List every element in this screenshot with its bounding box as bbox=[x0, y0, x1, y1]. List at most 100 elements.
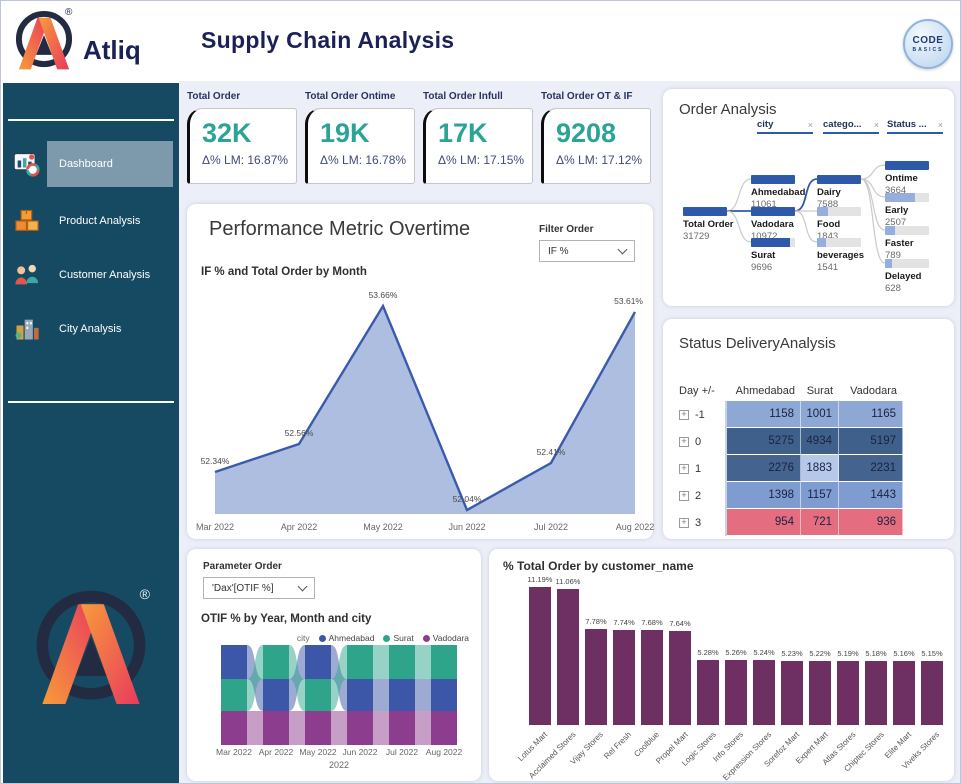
tree-node-value: 10972 bbox=[751, 231, 778, 242]
parameter-order-select[interactable]: 'Dax'[OTIF %] bbox=[203, 577, 315, 599]
legend-item: Vadodara bbox=[422, 633, 469, 643]
table-cell[interactable]: 5197 bbox=[839, 428, 903, 455]
tree-node-label: Vadodara bbox=[751, 219, 794, 230]
tree-node-surat[interactable]: Surat 9696 bbox=[751, 238, 803, 273]
performance-panel: Performance Metric Overtime Filter Order… bbox=[187, 204, 654, 539]
tree-level-chip-catego[interactable]: catego... × bbox=[823, 119, 879, 134]
tree-node-value: 9696 bbox=[751, 262, 773, 273]
tree-node-food[interactable]: Food 1843 bbox=[817, 207, 869, 242]
table-cell[interactable]: 1883 bbox=[801, 455, 839, 482]
badge-line2: BASICS bbox=[912, 47, 944, 53]
tree-node-faster[interactable]: Faster 789 bbox=[885, 226, 937, 261]
table-cell[interactable]: 4934 bbox=[801, 428, 839, 455]
bar-chiptec-stores[interactable]: 5.18% bbox=[865, 649, 887, 725]
column-header: Surat bbox=[806, 385, 833, 397]
bar-expression-stores[interactable]: 5.24% bbox=[753, 648, 775, 725]
sidebar: Dashboard Product Analysis Customer Analys… bbox=[3, 83, 179, 783]
kpi-label: Total Order Ontime bbox=[305, 91, 396, 102]
tree-node-total-order[interactable]: Total Order 31729 bbox=[683, 207, 735, 242]
table-row: +0 5275 4934 5197 bbox=[679, 428, 905, 455]
tree-node-value: 1843 bbox=[817, 231, 839, 242]
table-cell[interactable]: 5275 bbox=[725, 428, 801, 455]
axis-label: Jun 2022 bbox=[342, 747, 378, 757]
bar-expert-mart[interactable]: 5.22% bbox=[809, 649, 831, 725]
table-cell[interactable]: 954 bbox=[725, 509, 801, 536]
tree-node-dairy[interactable]: Dairy 7588 bbox=[817, 175, 869, 210]
table-cell[interactable]: 1158 bbox=[725, 401, 801, 428]
table-cell[interactable]: 936 bbox=[839, 509, 903, 536]
kpi-label: Total Order OT & IF bbox=[541, 91, 633, 102]
legend-item: Ahmedabad bbox=[318, 633, 374, 643]
sidebar-item-customer-analysis[interactable]: Customer Analysis bbox=[3, 255, 179, 295]
value-label: 5.16% bbox=[893, 649, 915, 658]
expand-icon[interactable]: + bbox=[679, 463, 689, 474]
table-cell[interactable]: 1001 bbox=[801, 401, 839, 428]
bar-sorefoz-mart[interactable]: 5.23% bbox=[781, 649, 803, 725]
category-label: Rel Fresh bbox=[602, 730, 634, 761]
bar-lotus-mart[interactable]: 11.19% bbox=[528, 575, 552, 725]
sidebar-item-product-analysis[interactable]: Product Analysis bbox=[3, 201, 179, 241]
sidebar-divider bbox=[8, 119, 174, 121]
value-label: 7.78% bbox=[585, 617, 607, 626]
tree-node-label: Food bbox=[817, 219, 841, 230]
status-delivery-title: Status DeliveryAnalysis bbox=[679, 335, 836, 352]
table-cell[interactable]: 2231 bbox=[839, 455, 903, 482]
tree-node-label: Total Order bbox=[683, 219, 734, 230]
tree-node-value: 7588 bbox=[817, 199, 839, 210]
bar-viveks-stores[interactable]: 5.15% bbox=[921, 649, 943, 725]
expand-icon[interactable]: + bbox=[679, 517, 689, 528]
decomposition-tree: Total Order 31729 Ahmedabad 11061 Vadodara 10… bbox=[663, 89, 954, 306]
tree-node-early[interactable]: Early 2507 bbox=[885, 193, 937, 228]
tree-node-vadodara[interactable]: Vadodara 10972 bbox=[751, 207, 803, 242]
remove-filter-icon[interactable]: × bbox=[807, 120, 813, 130]
tree-node-ahmedabad[interactable]: Ahmedabad 11061 bbox=[751, 175, 805, 210]
bar-elite-mart[interactable]: 5.16% bbox=[893, 649, 915, 725]
value-label: 5.23% bbox=[781, 649, 803, 658]
bar-propel-mart[interactable]: 7.64% bbox=[669, 619, 691, 725]
tree-node-beverages[interactable]: beverages 1541 bbox=[817, 238, 869, 273]
tree-node-delayed[interactable]: Delayed 628 bbox=[885, 259, 937, 294]
kpi-label: Total Order Infull bbox=[423, 91, 503, 102]
value-label: 5.24% bbox=[753, 648, 775, 657]
kpi-total-order-ot-if: Total Order OT & IF 9208 Δ% LM: 17.12% bbox=[541, 91, 651, 184]
tree-level-chip-status[interactable]: Status ... × bbox=[887, 119, 943, 134]
legend-item: Surat bbox=[383, 633, 414, 643]
remove-filter-icon[interactable]: × bbox=[873, 120, 879, 130]
value-label: 11.19% bbox=[527, 575, 553, 584]
product-icon bbox=[13, 207, 41, 235]
sidebar-item-label: Dashboard bbox=[47, 141, 173, 187]
tree-node-value: 789 bbox=[885, 250, 901, 261]
remove-filter-icon[interactable]: × bbox=[937, 120, 943, 130]
table-cell[interactable]: 1165 bbox=[839, 401, 903, 428]
filter-order-select[interactable]: IF % bbox=[539, 240, 635, 262]
bar-coolblue[interactable]: 7.68% bbox=[641, 618, 663, 725]
bar-logic-stores[interactable]: 5.28% bbox=[697, 648, 719, 725]
bar-info-stores[interactable]: 5.26% bbox=[725, 648, 747, 725]
table-cell[interactable]: 1443 bbox=[839, 482, 903, 509]
bar-atlas-stores[interactable]: 5.19% bbox=[837, 649, 859, 725]
table-cell[interactable]: 1157 bbox=[801, 482, 839, 509]
expand-icon[interactable]: + bbox=[679, 409, 689, 420]
bar-acclaimed-stores[interactable]: 11.06% bbox=[556, 577, 580, 725]
tree-node-ontime[interactable]: Ontime 3664 bbox=[885, 161, 937, 196]
bar-rel-fresh[interactable]: 7.74% bbox=[613, 618, 635, 725]
ribbon-year-label: 2022 bbox=[328, 760, 350, 770]
sidebar-item-city-analysis[interactable]: City Analysis bbox=[3, 309, 179, 349]
tree-connectors bbox=[726, 164, 886, 264]
customer-chart-panel: % Total Order by customer_name 11.19% 11.… bbox=[489, 549, 954, 782]
expand-icon[interactable]: + bbox=[679, 490, 689, 501]
kpi-value: 19K bbox=[320, 118, 370, 148]
sidebar-item-dashboard[interactable]: Dashboard bbox=[3, 141, 179, 187]
bar-vijay-stores[interactable]: 7.78% bbox=[585, 617, 607, 725]
order-analysis-panel: Order Analysis city × catego... × Status ...… bbox=[663, 89, 954, 306]
axis-label: May 2022 bbox=[363, 522, 403, 532]
filter-order-label: Filter Order bbox=[539, 224, 594, 235]
tree-level-chip-city[interactable]: city × bbox=[757, 119, 813, 134]
atliq-logo-icon bbox=[15, 10, 73, 70]
table-cell[interactable]: 1398 bbox=[725, 482, 801, 509]
expand-icon[interactable]: + bbox=[679, 436, 689, 447]
value-label: 5.15% bbox=[921, 649, 943, 658]
performance-title: Performance Metric Overtime bbox=[209, 218, 471, 240]
table-cell[interactable]: 721 bbox=[801, 509, 839, 536]
table-cell[interactable]: 2276 bbox=[725, 455, 801, 482]
